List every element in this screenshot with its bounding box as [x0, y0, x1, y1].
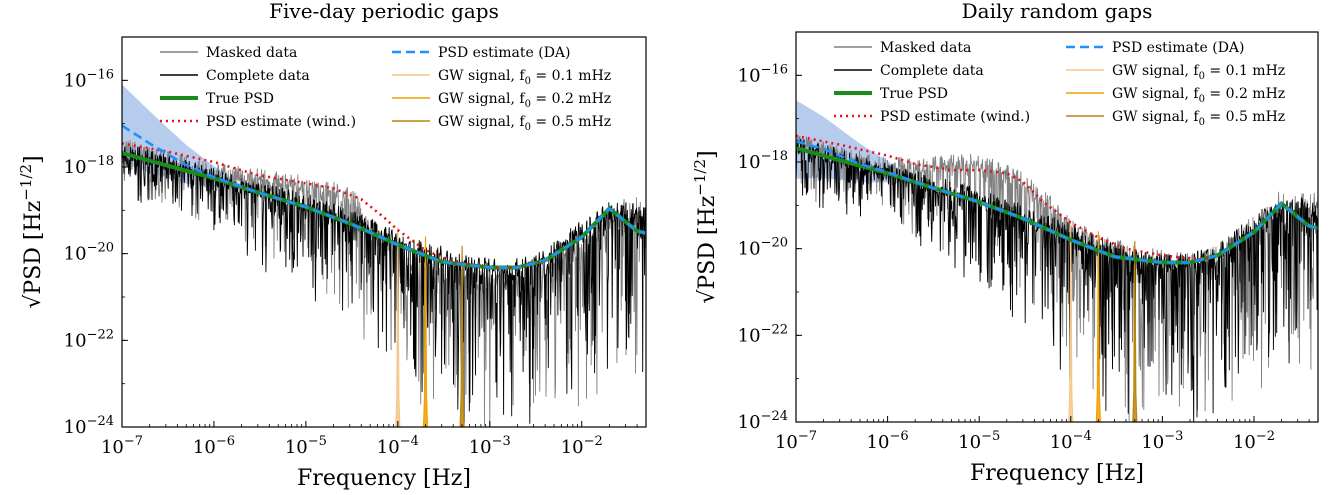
x-tick-label: 10−5	[958, 429, 1000, 453]
x-tick-label: 10−5	[285, 434, 327, 458]
y-tick-label: 10−22	[64, 327, 114, 351]
series-psd-estimate-wind	[796, 134, 1218, 260]
y-tick-label: 10−20	[738, 236, 788, 260]
y-tick-label: 10−22	[738, 322, 788, 346]
gw-signal-spike	[1132, 241, 1138, 422]
y-tick-label: 10−16	[64, 67, 114, 91]
legend-label: True PSD	[206, 91, 274, 107]
y-tick-label: 10−18	[64, 154, 114, 178]
legend-label: PSD estimate (wind.)	[206, 114, 356, 130]
legend: Masked data Complete data True PSD PSD esti…	[160, 45, 611, 133]
legend-label: GW signal, f0 = 0.2 mHz	[1112, 86, 1285, 105]
series-psd-estimate-wind	[122, 142, 546, 269]
legend-label: Complete data	[880, 63, 984, 79]
series-psd-estimate-da	[796, 140, 1318, 264]
axes-frame	[795, 31, 1319, 423]
legend-label: PSD estimate (DA)	[1112, 40, 1245, 56]
x-tick-label: 10−3	[1141, 429, 1183, 453]
gw-signal-spike	[1068, 222, 1074, 422]
legend-label: GW signal, f0 = 0.1 mHz	[1112, 63, 1285, 82]
y-axis-label: √PSD [Hz−1/2]	[691, 150, 720, 303]
x-tick-label: 10−6	[867, 429, 909, 453]
y-tick-label: 10−24	[64, 414, 114, 438]
x-tick-label: 10−6	[193, 434, 235, 458]
legend-label: GW signal, f0 = 0.1 mHz	[438, 68, 611, 87]
legend-label: Masked data	[206, 45, 297, 61]
series-complete-data	[796, 138, 1318, 422]
chart-title: Daily random gaps	[962, 0, 1153, 23]
legend-label: GW signal, f0 = 0.2 mHz	[438, 91, 611, 110]
x-tick-label: 10−2	[561, 434, 603, 458]
y-tick-label: 10−20	[64, 241, 114, 265]
gw-signal-spike	[422, 236, 429, 427]
legend-label: Complete data	[206, 68, 310, 84]
x-tick-label: 10−3	[469, 434, 511, 458]
x-tick-label: 10−4	[1050, 429, 1092, 453]
x-tick-label: 10−7	[775, 429, 817, 453]
svg-text:√PSD [Hz−1/2]: √PSD [Hz−1/2]	[17, 155, 46, 308]
chart-daily-random-gaps: 10−7 10−6 10−5 10−4 10−3 10−2 10−16 10−18 10−20 1…	[691, 0, 1319, 486]
legend-label: PSD estimate (wind.)	[880, 109, 1030, 125]
gw-signal-spike	[395, 227, 401, 427]
legend-label: GW signal, f0 = 0.5 mHz	[438, 114, 611, 133]
y-axis-label: √PSD [Hz−1/2]	[17, 155, 46, 308]
gw-signal-spike	[1095, 231, 1101, 422]
series-masked-data	[796, 135, 1318, 422]
plot-area	[122, 84, 646, 427]
legend-label: True PSD	[880, 86, 948, 102]
x-tick-label: 10−2	[1233, 429, 1275, 453]
series-complete-data	[122, 146, 646, 424]
axes-frame	[121, 36, 647, 428]
x-tick-label: 10−4	[377, 434, 419, 458]
x-axis-label: Frequency [Hz]	[297, 466, 471, 491]
x-tick-label: 10−7	[101, 434, 143, 458]
chart-five-day-periodic-gaps: 10−7 10−6 10−5 10−4 10−3 10−2 10−16 10−18 10−20 1…	[17, 0, 647, 491]
chart-title: Five-day periodic gaps	[269, 0, 499, 23]
x-axis-label: Frequency [Hz]	[970, 461, 1144, 486]
legend: Masked data Complete data True PSD PSD esti…	[834, 40, 1285, 128]
y-tick-label: 10−24	[738, 409, 788, 433]
series-psd-estimate-da	[122, 124, 646, 269]
gw-signal-spike	[459, 246, 465, 427]
svg-text:√PSD [Hz−1/2]: √PSD [Hz−1/2]	[691, 150, 720, 303]
y-tick-label: 10−16	[738, 62, 788, 86]
legend-label: Masked data	[880, 40, 971, 56]
y-tick-label: 10−18	[738, 149, 788, 173]
legend-label: PSD estimate (DA)	[438, 45, 571, 61]
legend-label: GW signal, f0 = 0.5 mHz	[1112, 109, 1285, 128]
plot-area	[796, 100, 1318, 422]
